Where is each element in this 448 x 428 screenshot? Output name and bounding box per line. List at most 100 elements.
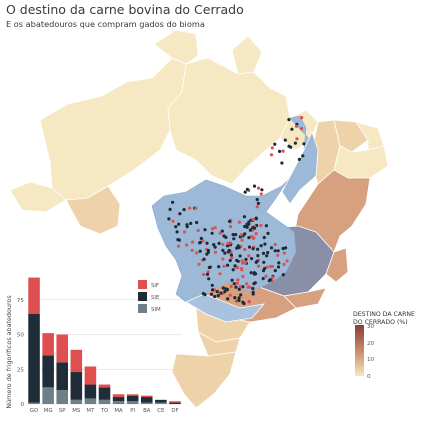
abattoir-dot: [245, 225, 249, 229]
chart-bar-sie-ma: [112, 397, 125, 402]
abattoir-dot: [171, 200, 175, 204]
abattoir-dot: [260, 188, 264, 192]
abattoir-dot: [235, 281, 239, 285]
abattoir-dot: [300, 116, 304, 120]
state-rondonia: [65, 185, 121, 235]
abattoir-dot: [266, 251, 270, 255]
abattoir-dot: [294, 124, 299, 128]
chart-legend-label-sim: SIM: [151, 307, 161, 313]
abattoir-dot: [213, 245, 217, 249]
abattoir-dot: [259, 223, 263, 228]
abattoir-dot: [284, 246, 288, 250]
abattoir-dot: [237, 298, 241, 303]
cerrado-biome: [151, 115, 311, 303]
abattoir-dot: [177, 238, 181, 242]
abattoir-dot: [195, 251, 199, 255]
map-legend: DESTINO DA CARNE DO CERRADO (%) 30 20 10…: [353, 311, 415, 380]
abattoir-dot: [236, 266, 240, 270]
abattoir-dot: [273, 249, 277, 253]
abattoir-dot: [216, 294, 220, 298]
abattoir-dot: [210, 283, 214, 287]
abattoir-dot: [290, 127, 294, 131]
abattoir-dot: [256, 264, 261, 268]
page-subtitle: E os abatedouros que compram gados do bi…: [6, 19, 205, 29]
abattoir-dot: [239, 233, 243, 237]
abattoir-dot: [207, 265, 211, 270]
chart-bar-sim-ma: [112, 401, 125, 404]
abattoir-dot: [207, 277, 211, 281]
abattoir-dot: [282, 251, 286, 255]
abattoir-dot: [213, 294, 217, 299]
chart-bar-sif-ba: [140, 395, 153, 398]
abattoir-dot: [243, 224, 247, 229]
abattoir-dot: [226, 250, 230, 254]
abattoir-dot: [273, 242, 277, 247]
chart-legend-swatch-sif: [138, 280, 147, 289]
chart-x-tick-label: SP: [59, 408, 66, 414]
abattoir-dot: [234, 233, 238, 237]
abattoir-dot: [198, 241, 202, 245]
state-roraima: [153, 29, 199, 65]
state-santa-catarina: [197, 331, 241, 357]
abattoir-dot: [215, 290, 219, 294]
abattoir-dot: [178, 212, 182, 216]
abattoir-dot: [262, 235, 266, 240]
abattoir-dot: [230, 256, 234, 260]
abattoir-dot: [212, 243, 216, 247]
abattoir-dot: [243, 260, 248, 264]
abattoir-dot: [175, 230, 179, 234]
cerrado-south-lobe: [185, 293, 266, 323]
abattoir-dot: [244, 257, 248, 261]
abattoir-dot: [247, 300, 251, 304]
abattoir-dot: [239, 293, 243, 297]
abattoir-dot: [217, 265, 221, 269]
abattoir-dot: [265, 254, 269, 258]
abattoir-dot: [206, 248, 210, 253]
chart-bar-sie-mt: [84, 384, 97, 399]
abattoir-dot: [259, 244, 263, 248]
abattoir-dot: [252, 226, 257, 230]
abattoir-dot: [297, 157, 301, 161]
chart-bar-sim-pi: [126, 401, 139, 404]
abattoir-dot: [252, 236, 256, 240]
abattoir-dot: [249, 271, 253, 275]
abattoir-dot: [242, 215, 246, 219]
chart-bar-sim-mg: [42, 387, 54, 404]
abattoir-dot: [221, 248, 225, 252]
chart-x-tick-labels: GO MG SP MS MT TO MA PI BA CE DF: [30, 408, 179, 414]
abattoir-dot: [229, 225, 233, 229]
map-legend-colorbar: [355, 325, 364, 376]
abattoir-dot: [252, 282, 256, 286]
map-legend-tick-30: 30: [367, 324, 375, 330]
abattoir-dot: [203, 228, 207, 232]
chart-bar-sie-to: [98, 387, 111, 400]
abattoir-dot: [176, 244, 181, 248]
abattoir-dot: [264, 274, 268, 278]
chart-bar-sie-go: [28, 313, 40, 403]
abattoir-dot: [266, 231, 270, 235]
abattoir-dot: [251, 247, 255, 251]
chart-x-tick-label: BA: [143, 408, 151, 414]
abattoir-dot: [237, 296, 241, 300]
chart-bar-sie-ba: [140, 397, 153, 403]
bar-chart: GO MG SP MS MT TO MA PI BA CE DF 0 25 50 75 Número de…: [5, 277, 182, 414]
chart-bar-sie-ms: [70, 372, 83, 400]
abattoir-dot: [276, 265, 281, 269]
abattoir-dot: [247, 245, 252, 249]
abattoir-dot: [281, 149, 285, 153]
chart-bar-sie-sp: [56, 362, 69, 391]
chart-bar-sif-ms: [70, 349, 83, 373]
abattoir-dot: [227, 219, 232, 223]
chart-bar-sim-sp: [56, 390, 69, 404]
abattoir-dot: [268, 265, 272, 269]
chart-bar-sif-ma: [112, 394, 125, 398]
abattoir-dot: [256, 254, 260, 258]
map-legend-tick-0: 0: [367, 374, 371, 380]
abattoir-dot: [245, 282, 249, 286]
abattoir-dot: [240, 238, 244, 242]
abattoir-dot: [255, 205, 259, 209]
abattoir-dot: [233, 296, 237, 300]
chart-bar-sif-mg: [42, 333, 54, 356]
abattoir-dot: [231, 233, 235, 237]
abattoir-dot: [283, 138, 287, 142]
